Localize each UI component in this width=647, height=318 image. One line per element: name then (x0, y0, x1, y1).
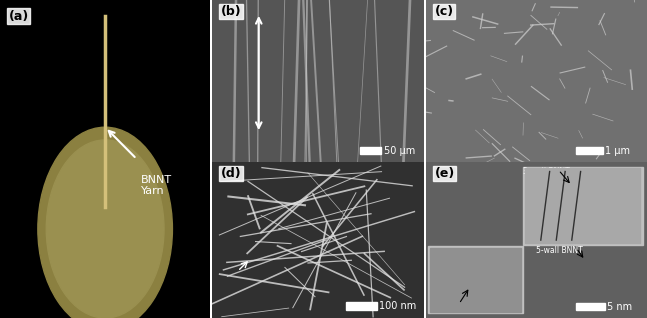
Text: 100 nm: 100 nm (379, 301, 417, 311)
Text: 50 μm: 50 μm (384, 146, 415, 156)
Text: (a): (a) (8, 10, 28, 23)
Text: 5 nm: 5 nm (607, 302, 632, 312)
Bar (360, 147, 382, 154)
Text: BNNT
Yarn: BNNT Yarn (141, 175, 172, 197)
Text: Single-wall BNNT: Single-wall BNNT (430, 304, 496, 313)
Text: 3-wall BNNT: 3-wall BNNT (523, 167, 570, 176)
Text: (e): (e) (435, 167, 455, 180)
Text: (d): (d) (221, 167, 241, 180)
Text: 5-wall BNNT: 5-wall BNNT (536, 246, 583, 255)
Bar (523, 167, 642, 245)
Bar (428, 246, 523, 313)
Text: 1 μm: 1 μm (605, 146, 630, 156)
Bar (430, 248, 521, 312)
Text: (b): (b) (221, 5, 241, 18)
Bar (525, 169, 641, 243)
Bar (576, 303, 605, 310)
Circle shape (38, 127, 172, 318)
Circle shape (47, 140, 164, 318)
Text: (c): (c) (435, 5, 454, 18)
Bar (576, 147, 603, 154)
Bar (345, 302, 377, 310)
